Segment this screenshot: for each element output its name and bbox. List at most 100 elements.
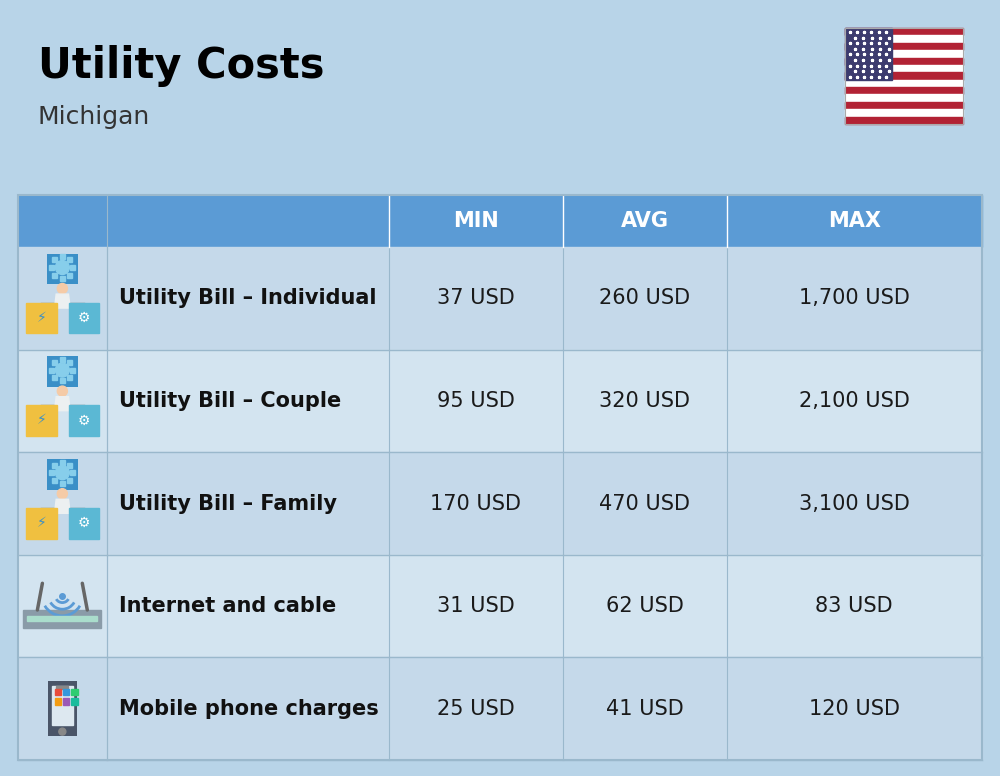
Bar (55, 698, 61, 705)
Bar (48, 681, 77, 736)
Circle shape (55, 261, 69, 275)
Bar (52, 375, 57, 380)
Text: 3,100 USD: 3,100 USD (799, 494, 910, 514)
Bar (47, 254, 78, 284)
Bar (845, 43, 963, 50)
Text: Internet and cable: Internet and cable (119, 596, 336, 616)
Circle shape (57, 489, 67, 499)
Bar (845, 50, 963, 57)
Bar (27, 616, 97, 621)
Bar (67, 360, 72, 365)
Text: 260 USD: 260 USD (599, 289, 690, 308)
Bar (52, 360, 57, 365)
Text: Utility Costs: Utility Costs (38, 45, 324, 87)
Bar (69, 303, 99, 334)
Bar (60, 459, 65, 465)
Bar (18, 555, 982, 657)
Bar (845, 65, 963, 72)
Text: Michigan: Michigan (38, 105, 150, 129)
Bar (26, 303, 57, 334)
Circle shape (57, 283, 67, 293)
Text: 470 USD: 470 USD (599, 494, 690, 514)
Text: 120 USD: 120 USD (809, 698, 900, 719)
Bar (845, 36, 963, 43)
Bar (52, 462, 57, 468)
Bar (845, 72, 963, 80)
Bar (845, 28, 892, 80)
Bar (67, 375, 72, 380)
Text: ⚡: ⚡ (36, 414, 46, 428)
Bar (18, 195, 982, 760)
Text: 25 USD: 25 USD (437, 698, 515, 719)
Bar (845, 102, 963, 109)
Bar (52, 478, 57, 483)
Bar (52, 272, 57, 278)
Bar (63, 688, 69, 695)
Bar (67, 272, 72, 278)
Bar (47, 459, 78, 490)
Bar (845, 57, 963, 65)
Text: 31 USD: 31 USD (437, 596, 515, 616)
Polygon shape (55, 499, 70, 513)
Circle shape (55, 363, 69, 377)
Bar (18, 195, 982, 247)
Bar (49, 470, 54, 475)
Bar (71, 698, 78, 705)
Bar (845, 87, 963, 95)
Bar (18, 247, 982, 350)
Bar (60, 275, 65, 281)
Bar (18, 657, 982, 760)
Circle shape (55, 466, 69, 480)
Bar (70, 368, 75, 372)
Bar (23, 610, 101, 628)
Text: Utility Bill – Individual: Utility Bill – Individual (119, 289, 376, 308)
Bar (845, 80, 963, 87)
Text: 1,700 USD: 1,700 USD (799, 289, 910, 308)
Bar (845, 28, 963, 124)
Bar (67, 478, 72, 483)
Polygon shape (55, 294, 70, 308)
Bar (49, 368, 54, 372)
Text: Utility Bill – Couple: Utility Bill – Couple (119, 391, 341, 411)
Bar (52, 258, 57, 262)
Text: ⚙: ⚙ (78, 414, 90, 428)
Bar (60, 481, 65, 486)
Text: 95 USD: 95 USD (437, 391, 515, 411)
Bar (67, 462, 72, 468)
Bar (70, 470, 75, 475)
Text: 320 USD: 320 USD (599, 391, 690, 411)
Bar (47, 356, 78, 387)
Text: 41 USD: 41 USD (606, 698, 683, 719)
Text: 83 USD: 83 USD (815, 596, 893, 616)
Text: Utility Bill – Family: Utility Bill – Family (119, 494, 337, 514)
Circle shape (57, 386, 67, 396)
Bar (18, 452, 982, 555)
Bar (26, 405, 57, 436)
Bar (52, 686, 73, 725)
Text: 37 USD: 37 USD (437, 289, 515, 308)
Text: AVG: AVG (621, 211, 669, 231)
Bar (845, 116, 963, 124)
Bar (26, 508, 57, 539)
Bar (18, 350, 982, 452)
Bar (55, 688, 61, 695)
Text: 62 USD: 62 USD (606, 596, 684, 616)
Text: MAX: MAX (828, 211, 881, 231)
Text: ⚙: ⚙ (78, 516, 90, 530)
Bar (60, 255, 65, 259)
Bar (845, 95, 963, 102)
Bar (63, 698, 69, 705)
Bar (60, 357, 65, 362)
Bar (49, 265, 54, 270)
Bar (60, 378, 65, 383)
Text: 2,100 USD: 2,100 USD (799, 391, 910, 411)
Polygon shape (55, 397, 70, 411)
Bar (67, 258, 72, 262)
Text: Mobile phone charges: Mobile phone charges (119, 698, 378, 719)
Bar (69, 508, 99, 539)
Circle shape (59, 728, 66, 735)
Bar (70, 265, 75, 270)
Bar (69, 405, 99, 436)
Text: MIN: MIN (453, 211, 499, 231)
Text: ⚡: ⚡ (36, 311, 46, 325)
